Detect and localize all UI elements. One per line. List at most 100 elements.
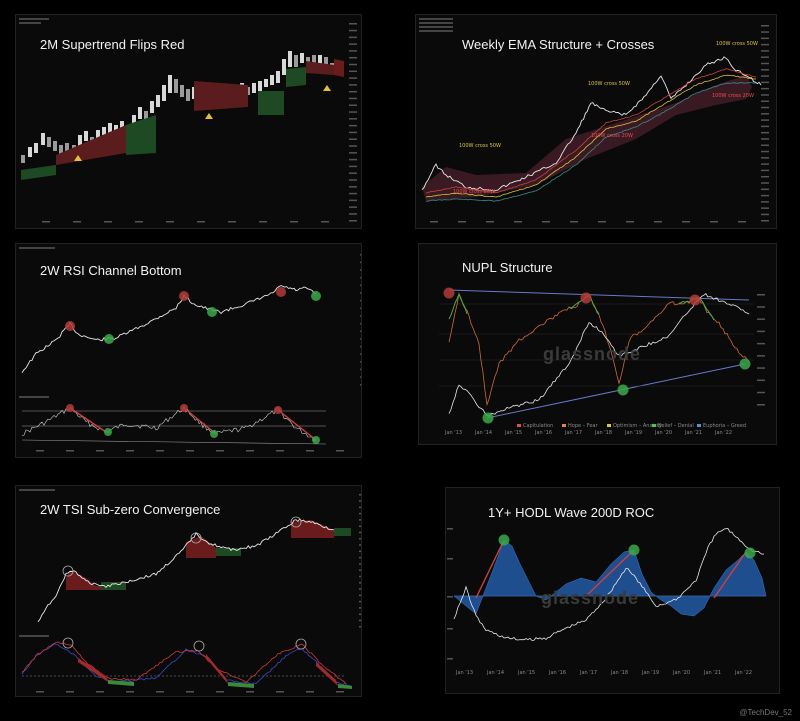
- x-tick: [486, 221, 494, 223]
- x-tick: [598, 221, 606, 223]
- price-axis-tick: [761, 163, 769, 165]
- candle: [84, 131, 88, 141]
- x-tick: [73, 221, 81, 223]
- x-tick: [96, 691, 104, 693]
- x-tick: [186, 691, 194, 693]
- price-axis-tick: [349, 192, 357, 195]
- price-axis-tick: [349, 145, 357, 147]
- legend-stub: [19, 489, 55, 491]
- candle: [258, 81, 262, 91]
- price-axis-tick: [359, 582, 361, 584]
- legend-stub: [19, 18, 49, 20]
- price-axis-tick: [349, 104, 357, 107]
- nupl-axis-tick: [757, 367, 765, 369]
- x-tick: [216, 691, 224, 693]
- tsi-top-circle: [190, 532, 202, 544]
- flip-marker: [205, 113, 213, 119]
- candle: [28, 147, 32, 157]
- hodl-axis-tick: [447, 596, 453, 598]
- nupl-green-segment: [448, 293, 468, 320]
- legend-stub: [19, 635, 49, 637]
- panel-weekly-ema: 100W cross 50W 100W cross 20W 100W cross 5…: [415, 14, 777, 229]
- tsi-chart: [19, 489, 361, 693]
- price-axis-tick: [761, 87, 769, 90]
- nupl-x-tick-label: Jan '18: [594, 430, 612, 436]
- price-axis-tick: [761, 106, 769, 109]
- price-axis-tick: [761, 194, 769, 197]
- price-axis-tick: [360, 292, 361, 294]
- price-axis-tick: [359, 538, 361, 540]
- candle: [150, 101, 154, 113]
- x-tick: [216, 450, 224, 452]
- supertrend-green-band: [258, 91, 284, 115]
- nupl-axis-tick: [757, 330, 765, 333]
- candle: [53, 141, 57, 151]
- x-tick: [104, 221, 112, 223]
- price-axis-tick: [349, 152, 357, 154]
- rsi-line: [21, 405, 317, 442]
- price-axis-tick: [349, 213, 357, 215]
- candle: [312, 55, 316, 65]
- candle: [186, 89, 190, 101]
- hodl-x-tick-label: Jan '22: [734, 670, 752, 676]
- rsi-marker: [274, 406, 282, 414]
- price-axis-tick: [360, 330, 361, 332]
- price-axis-tick: [761, 220, 769, 222]
- candle: [41, 133, 45, 145]
- price-axis-tick: [349, 111, 357, 113]
- rsi-bottom-marker: [104, 334, 114, 344]
- x-tick: [166, 221, 174, 223]
- x-tick: [276, 450, 284, 452]
- rsi-chart: [19, 247, 361, 452]
- price-axis-tick: [761, 81, 769, 84]
- price-axis-tick: [360, 269, 361, 271]
- price-axis-tick: [761, 94, 769, 96]
- supertrend-chart: [19, 18, 357, 223]
- flip-marker: [74, 155, 82, 161]
- x-tick: [710, 221, 718, 223]
- supertrend-red-band: [56, 125, 126, 165]
- rsi-top-marker: [179, 291, 189, 301]
- price-axis-tick: [761, 100, 769, 102]
- x-tick: [126, 691, 134, 693]
- panel-hodl: Jan '13 Jan '14 Jan '15 Jan '16 Jan '17 Jan '…: [445, 487, 780, 694]
- nupl-axis-tick: [757, 355, 765, 357]
- legend-stub: [419, 22, 453, 24]
- price-axis-tick: [761, 31, 769, 33]
- price-axis-tick: [761, 207, 769, 209]
- price-axis-tick: [349, 179, 357, 181]
- price-axis-tick: [761, 175, 769, 178]
- price-axis-tick: [349, 138, 357, 140]
- x-tick: [36, 691, 44, 693]
- price-axis-tick: [761, 169, 769, 172]
- price-axis-tick: [349, 158, 357, 161]
- price-axis-tick: [359, 500, 361, 502]
- cross-annotation: 100W cross 20W: [453, 189, 495, 195]
- x-tick: [66, 450, 74, 452]
- candle: [59, 145, 63, 155]
- rsi-marker: [104, 428, 112, 436]
- x-tick: [156, 450, 164, 452]
- price-axis-tick: [360, 322, 361, 325]
- candle: [180, 85, 184, 97]
- panel-title-nupl: NUPL Structure: [462, 260, 553, 275]
- nupl-axis-tick: [757, 391, 765, 394]
- x-tick: [290, 221, 298, 223]
- price-axis-tick: [360, 315, 361, 317]
- price-axis-tick: [761, 157, 769, 159]
- nupl-legend-label: Belief – Denial: [658, 423, 694, 429]
- price-axis-tick: [761, 188, 769, 191]
- price-axis-tick: [349, 63, 357, 66]
- candle: [276, 71, 280, 83]
- supertrend-red-band: [194, 81, 248, 111]
- legend-stub: [419, 26, 453, 28]
- price-line: [21, 285, 317, 373]
- nupl-x-tick-label: Jan '14: [474, 430, 492, 436]
- price-axis-tick: [761, 25, 769, 27]
- author-credit: @TechDev_52: [739, 708, 792, 717]
- nupl-x-tick-label: Jan '22: [714, 430, 732, 436]
- hodl-chart: Jan '13 Jan '14 Jan '15 Jan '16 Jan '17 Jan '…: [447, 528, 767, 676]
- nupl-legend-label: Euphoria – Greed: [703, 423, 746, 429]
- candle: [174, 79, 178, 93]
- nupl-bottom-marker: [617, 384, 629, 396]
